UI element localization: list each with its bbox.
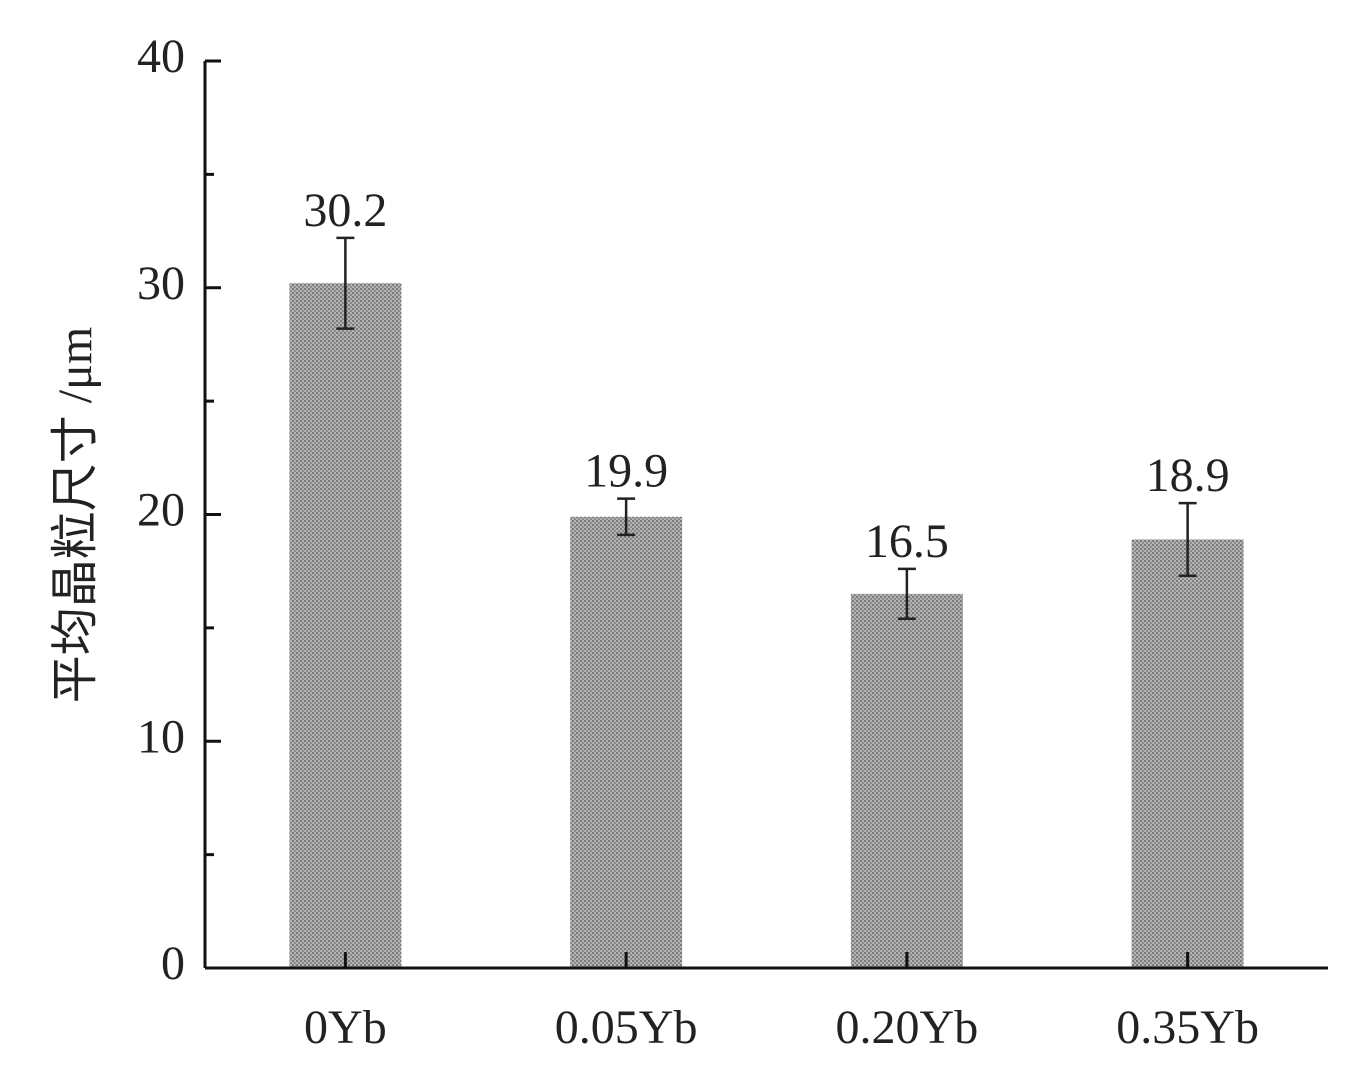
data-label: 30.2: [303, 184, 387, 237]
x-tick-label: 0.20Yb: [836, 1001, 979, 1054]
x-tick-label: 0.35Yb: [1116, 1001, 1259, 1054]
x-tick-label: 0Yb: [304, 1001, 387, 1054]
bar: [289, 283, 402, 969]
data-label: 18.9: [1146, 449, 1230, 502]
y-tick-label: 30: [137, 257, 185, 310]
y-axis-label: 平均晶粒尺寸 /μm: [49, 327, 102, 703]
y-tick-label: 0: [161, 937, 185, 990]
y-tick-label: 40: [137, 30, 185, 83]
data-label: 19.9: [584, 445, 668, 498]
x-tick-label: 0.05Yb: [555, 1001, 698, 1054]
bar: [570, 516, 683, 968]
y-tick-label: 20: [137, 484, 185, 537]
bar: [850, 593, 963, 968]
y-tick-label: 10: [137, 710, 185, 763]
data-label: 16.5: [865, 515, 949, 568]
bar: [1131, 539, 1244, 968]
